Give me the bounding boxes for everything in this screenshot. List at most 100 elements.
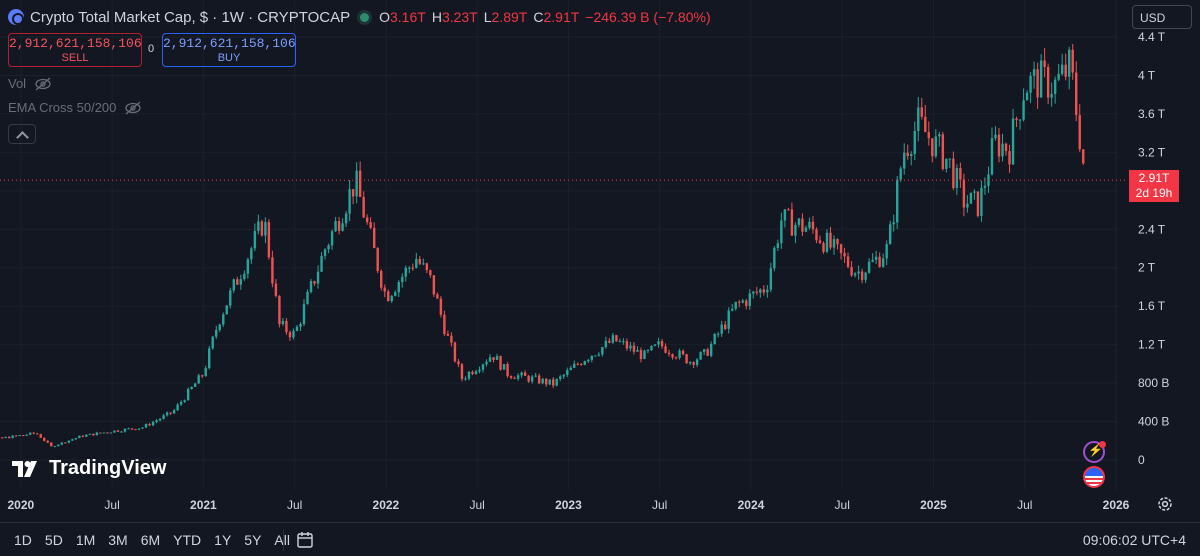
candle-body xyxy=(537,375,541,384)
eye-off-icon[interactable] xyxy=(34,77,52,91)
candle-body xyxy=(720,324,723,334)
candle-body xyxy=(257,221,260,232)
x-tick-label: 2024 xyxy=(738,498,765,512)
period-ytd[interactable]: YTD xyxy=(173,532,202,548)
candle-body xyxy=(664,346,667,353)
candle-body xyxy=(123,428,127,432)
candle-body xyxy=(938,134,941,137)
candle-body xyxy=(881,258,885,267)
candle-body xyxy=(50,442,53,447)
indicator-ema-cross[interactable]: EMA Cross 50/200 xyxy=(8,100,142,115)
us-flag-icon[interactable] xyxy=(1083,466,1105,488)
candle-body xyxy=(130,428,134,430)
candle-body xyxy=(755,291,758,293)
candle-body xyxy=(801,218,804,232)
gear-icon[interactable] xyxy=(1156,495,1174,513)
candle-body xyxy=(401,276,404,283)
candle-body xyxy=(959,168,962,180)
ohlc-values: O3.16T H3.23T L2.89T C2.91T −246.39 B (−… xyxy=(379,9,711,25)
spread-value: 0 xyxy=(148,43,155,55)
candle-body xyxy=(681,350,685,355)
ohlc-change: −246.39 B (−7.80%) xyxy=(585,9,711,25)
sell-button[interactable]: 2,912,621,158,106 SELL xyxy=(8,33,142,67)
period-5d[interactable]: 5D xyxy=(44,532,63,548)
brand-name: TradingView xyxy=(49,457,167,479)
candle-body xyxy=(924,116,927,133)
y-tick-label: 2.4 T xyxy=(1138,222,1166,236)
chart-clock[interactable]: 09:06:02 UTC+4 xyxy=(1082,532,1186,548)
candle-body xyxy=(752,291,755,294)
indicator-vol[interactable]: Vol xyxy=(8,76,52,91)
ohlc-high-value: 3.23T xyxy=(441,9,478,25)
time-scale[interactable]: 2020 Jul 2021 Jul 2022 Jul 2023 Jul 2024 Jul 2025 J… xyxy=(7,498,1129,512)
candle-body xyxy=(527,375,530,382)
candle-body xyxy=(787,209,790,211)
candle-body xyxy=(920,107,923,117)
currency-selector[interactable]: USD xyxy=(1132,5,1192,29)
candle-body xyxy=(246,259,250,274)
eye-off-icon[interactable] xyxy=(124,101,142,115)
candle-body xyxy=(780,220,783,244)
calendar-icon[interactable] xyxy=(296,531,314,549)
candle-body xyxy=(239,279,243,285)
period-1y[interactable]: 1Y xyxy=(214,532,232,548)
candle-body xyxy=(88,433,92,435)
period-all[interactable]: All xyxy=(274,532,290,548)
market-status-icon[interactable] xyxy=(360,12,370,22)
candle-body xyxy=(822,243,825,252)
candle-body xyxy=(127,428,130,430)
candle-body xyxy=(983,185,987,188)
candle-body xyxy=(439,298,443,315)
candle-body xyxy=(64,442,67,444)
candle-body xyxy=(597,354,601,356)
candle-body xyxy=(197,375,200,384)
candle-body xyxy=(404,267,407,277)
candle-body xyxy=(513,377,516,379)
y-tick-label: 1.2 T xyxy=(1138,338,1166,352)
x-tick-label: Jul xyxy=(104,498,119,512)
candle-body xyxy=(222,314,225,325)
candle-body xyxy=(695,359,699,365)
candle-body xyxy=(857,271,860,274)
candle-body xyxy=(1025,92,1029,101)
candle-body xyxy=(113,430,116,433)
lightning-icon[interactable] xyxy=(1083,441,1106,463)
candle-body xyxy=(137,428,141,430)
candle-body xyxy=(106,432,109,434)
candle-body xyxy=(783,209,787,221)
candle-body xyxy=(323,249,327,256)
candle-body xyxy=(134,429,137,431)
period-1m[interactable]: 1M xyxy=(75,532,96,548)
candle-body xyxy=(1071,49,1074,73)
candle-body xyxy=(934,136,938,157)
buy-button[interactable]: 2,912,621,158,106 BUY xyxy=(162,33,296,67)
indicator-vol-label: Vol xyxy=(8,76,27,91)
candle-body xyxy=(1050,93,1053,98)
candle-body xyxy=(411,267,415,269)
collapse-indicators-button[interactable] xyxy=(8,124,36,144)
candle-body xyxy=(1015,118,1018,121)
candle-body xyxy=(169,412,172,414)
candle-body xyxy=(425,263,429,271)
candle-body xyxy=(555,378,558,386)
period-3m[interactable]: 3M xyxy=(108,532,128,548)
candle-body xyxy=(74,438,78,440)
candle-body xyxy=(948,158,952,160)
x-tick-label: 2020 xyxy=(7,498,34,512)
period-5y[interactable]: 5Y xyxy=(244,532,262,548)
candle-body xyxy=(1046,66,1050,98)
candle-body xyxy=(46,440,49,443)
candle-body xyxy=(365,217,369,223)
period-1d[interactable]: 1D xyxy=(14,532,32,548)
candle-body xyxy=(874,256,878,260)
candle-body xyxy=(1018,119,1022,121)
candle-body xyxy=(172,410,176,414)
buy-price: 2,912,621,158,106 xyxy=(163,36,296,51)
candle-body xyxy=(523,372,527,376)
candle-body xyxy=(896,179,899,223)
tradingview-logo[interactable]: TradingView xyxy=(12,457,166,480)
period-6m[interactable]: 6M xyxy=(140,532,161,548)
symbol-title[interactable]: Crypto Total Market Cap, $ · 1W · CRYPTO… xyxy=(30,8,351,26)
